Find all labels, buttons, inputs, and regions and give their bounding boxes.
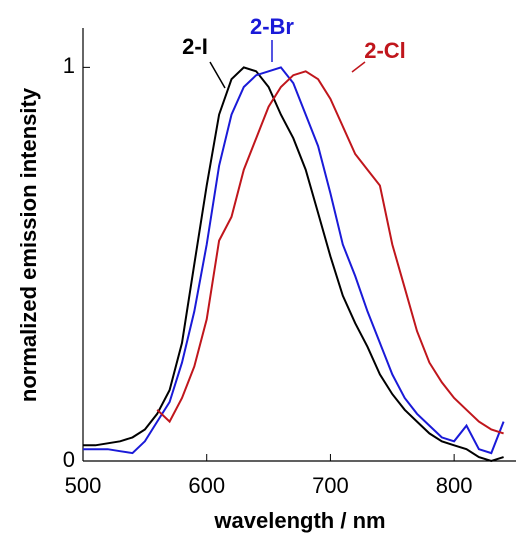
x-tick-label: 700 (312, 473, 349, 498)
y-axis-label: normalized emission intensity (16, 87, 41, 402)
x-tick-label: 600 (188, 473, 225, 498)
y-tick-label: 1 (63, 53, 75, 78)
series-line (156, 70, 504, 435)
series-line (83, 66, 504, 463)
x-tick-label: 500 (65, 473, 102, 498)
label-connector (351, 61, 366, 73)
label-connector (209, 61, 226, 89)
series-label: 2-I (182, 34, 208, 59)
x-tick-label: 800 (436, 473, 473, 498)
series-label: 2-Cl (364, 38, 406, 63)
y-tick-label: 0 (63, 447, 75, 472)
series-label: 2-Br (250, 14, 294, 39)
series-line (83, 66, 505, 455)
x-axis-label: wavelength / nm (213, 508, 385, 533)
